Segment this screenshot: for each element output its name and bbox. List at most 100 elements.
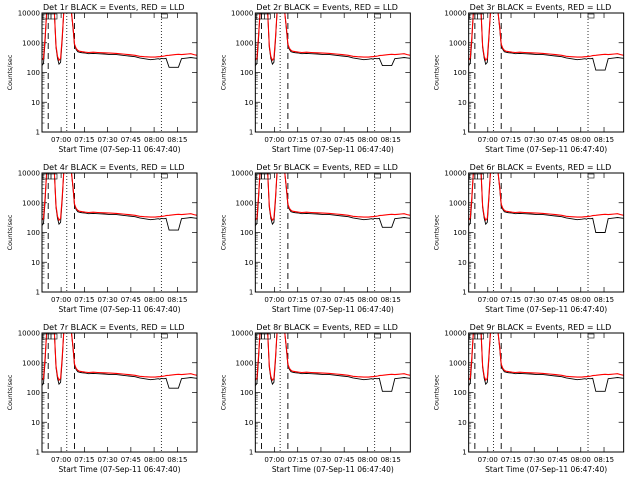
x-tick-label: 07:15 <box>74 296 94 304</box>
panel-title: Det 3r BLACK = Events, RED = LLD <box>470 3 612 12</box>
x-tick-label: 07:15 <box>74 456 94 464</box>
y-tick-label: 1 <box>36 289 40 297</box>
x-tick-label: 08:15 <box>167 456 187 464</box>
y-axis-label: Counts/sec <box>219 54 227 90</box>
x-axis-label: Start Time (07-Sep-11 06:47:40) <box>59 305 181 314</box>
plot-frame <box>468 332 625 453</box>
y-tick-label: 1000 <box>449 39 467 47</box>
y-tick-label: 1 <box>36 449 40 457</box>
flag-box <box>50 173 58 180</box>
x-axis-label: Start Time (07-Sep-11 06:47:40) <box>59 465 181 474</box>
flag-box <box>374 333 381 339</box>
x-tick-label: 07:45 <box>547 296 567 304</box>
x-tick-label: 07:45 <box>547 456 567 464</box>
y-tick-label: 100 <box>453 389 466 397</box>
lld-series-line <box>255 333 411 382</box>
flag-box <box>477 13 484 20</box>
y-tick-label: 10000 <box>231 330 253 338</box>
x-tick-label: 08:15 <box>594 296 614 304</box>
panel-6: Det 6r BLACK = Events, RED = LLD Counts/s… <box>433 163 625 314</box>
events-series-line <box>42 333 197 389</box>
x-tick-label: 08:00 <box>571 136 591 144</box>
x-axis-label: Start Time (07-Sep-11 06:47:40) <box>485 145 607 154</box>
x-tick-label: 07:30 <box>524 136 544 144</box>
y-tick-label: 1000 <box>236 39 254 47</box>
y-tick-label: 1 <box>249 449 253 457</box>
plot-frame <box>468 12 625 133</box>
panel-title: Det 5r BLACK = Events, RED = LLD <box>256 163 398 172</box>
x-tick-label: 07:45 <box>121 296 141 304</box>
y-tick-label: 10000 <box>231 170 253 178</box>
panel-9: Det 9r BLACK = Events, RED = LLD Counts/s… <box>433 323 625 474</box>
y-tick-label: 10000 <box>444 170 466 178</box>
x-tick-label: 08:00 <box>357 136 377 144</box>
x-tick-label: 07:00 <box>51 456 71 464</box>
events-series-line <box>255 13 411 67</box>
y-tick-label: 10000 <box>444 10 466 18</box>
y-tick-label: 10 <box>31 99 40 107</box>
x-tick-label: 07:15 <box>288 136 308 144</box>
y-tick-label: 1000 <box>449 359 467 367</box>
y-tick-label: 10 <box>458 259 467 267</box>
events-series-line <box>255 333 411 392</box>
x-tick-label: 08:15 <box>167 296 187 304</box>
lld-series-line <box>42 333 197 382</box>
x-tick-label: 07:30 <box>311 136 331 144</box>
panel-title: Det 6r BLACK = Events, RED = LLD <box>470 163 612 172</box>
y-tick-label: 100 <box>27 229 40 237</box>
lld-series-line <box>468 333 624 382</box>
y-tick-label: 1 <box>249 289 253 297</box>
x-tick-label: 07:30 <box>98 136 118 144</box>
x-axis-label: Start Time (07-Sep-11 06:47:40) <box>59 145 181 154</box>
events-series-line <box>255 173 411 228</box>
x-tick-label: 07:30 <box>311 296 331 304</box>
panel-3: Det 3r BLACK = Events, RED = LLD Counts/s… <box>433 3 625 154</box>
x-tick-label: 07:15 <box>288 296 308 304</box>
y-tick-label: 10 <box>244 99 253 107</box>
y-tick-label: 10 <box>244 259 253 267</box>
x-tick-label: 07:00 <box>51 296 71 304</box>
series-group <box>42 173 197 231</box>
series-group <box>42 333 197 389</box>
lld-series-line <box>468 173 624 222</box>
plot-frame <box>254 172 411 293</box>
x-tick-label: 08:00 <box>357 296 377 304</box>
x-tick-label: 07:00 <box>51 136 71 144</box>
panel-title: Det 8r BLACK = Events, RED = LLD <box>256 323 398 332</box>
x-axis-label: Start Time (07-Sep-11 06:47:40) <box>485 305 607 314</box>
y-axis-label: Counts/sec <box>433 374 441 410</box>
x-tick-label: 07:30 <box>98 296 118 304</box>
y-tick-label: 1000 <box>449 199 467 207</box>
panel-title: Det 7r BLACK = Events, RED = LLD <box>43 323 185 332</box>
x-tick-label: 07:00 <box>264 296 284 304</box>
panel-title: Det 2r BLACK = Events, RED = LLD <box>256 3 398 12</box>
y-tick-label: 10 <box>31 419 40 427</box>
lld-series-line <box>42 173 197 222</box>
x-tick-label: 07:15 <box>501 136 521 144</box>
flag-box <box>161 333 168 339</box>
y-tick-label: 100 <box>453 69 466 77</box>
x-tick-label: 08:15 <box>381 296 401 304</box>
x-axis-label: Start Time (07-Sep-11 06:47:40) <box>272 145 394 154</box>
lld-series-line <box>42 13 197 62</box>
flag-box <box>264 333 271 340</box>
panel-2: Det 2r BLACK = Events, RED = LLD Counts/s… <box>219 3 411 154</box>
plot-frame <box>41 172 198 293</box>
x-tick-label: 07:00 <box>264 136 284 144</box>
x-tick-label: 07:15 <box>501 456 521 464</box>
events-series-line <box>468 13 624 71</box>
panel-4: Det 4r BLACK = Events, RED = LLD Counts/s… <box>6 163 198 314</box>
x-tick-label: 08:00 <box>571 456 591 464</box>
series-group <box>468 333 624 392</box>
y-tick-label: 1 <box>36 129 40 137</box>
x-tick-label: 07:30 <box>524 456 544 464</box>
plot-frame <box>41 12 198 133</box>
y-tick-label: 1 <box>462 129 466 137</box>
flag-box <box>50 13 58 20</box>
y-axis-label: Counts/sec <box>219 374 227 410</box>
y-axis-label: Counts/sec <box>433 214 441 250</box>
flag-box <box>477 173 484 180</box>
x-tick-label: 07:15 <box>74 136 94 144</box>
x-axis-label: Start Time (07-Sep-11 06:47:40) <box>272 305 394 314</box>
x-axis-label: Start Time (07-Sep-11 06:47:40) <box>485 465 607 474</box>
